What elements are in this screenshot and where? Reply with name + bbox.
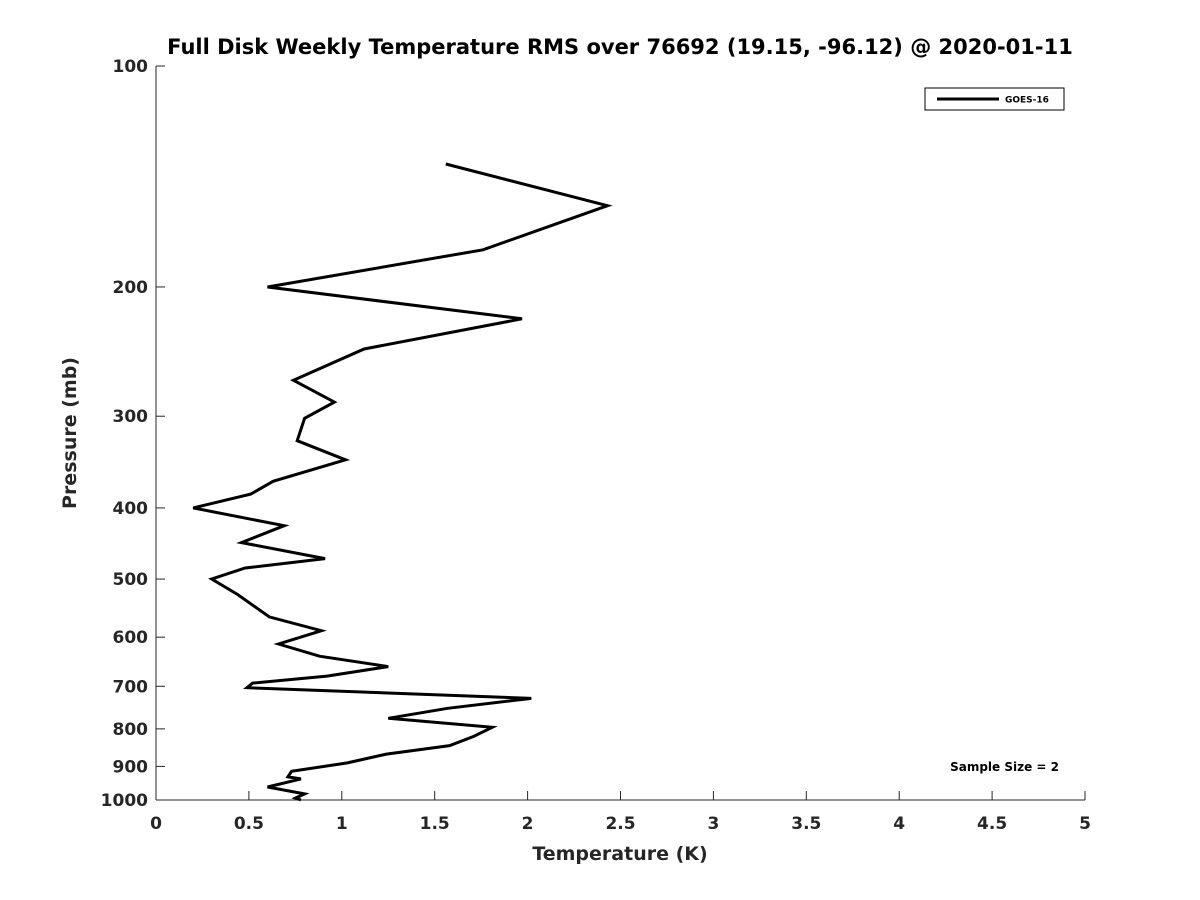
- y-tick-label: 600: [113, 628, 149, 648]
- x-tick-label: 3: [707, 814, 719, 834]
- x-tick-label: 2.5: [605, 814, 635, 834]
- y-tick-label: 800: [113, 720, 149, 740]
- y-tick-label: 300: [113, 407, 149, 427]
- chart-title: Full Disk Weekly Temperature RMS over 76…: [167, 35, 1073, 59]
- sample-size-annotation: Sample Size = 2: [950, 760, 1059, 774]
- y-tick-label: 900: [113, 757, 149, 777]
- x-tick-label: 1.5: [420, 814, 450, 834]
- y-tick-label: 200: [113, 278, 149, 298]
- x-tick-label: 3.5: [791, 814, 821, 834]
- x-tick-label: 1: [336, 814, 348, 834]
- y-tick-label: 700: [113, 677, 149, 697]
- y-axis-ticks: 100 200 300 400 500 600 700 800 900 1000: [101, 57, 165, 811]
- x-tick-label: 5: [1079, 814, 1091, 834]
- legend: GOES-16: [924, 87, 1065, 111]
- legend-entry-goes-16: GOES-16: [1005, 96, 1049, 106]
- x-tick-label: 4.5: [977, 814, 1007, 834]
- x-axis-label: Temperature (K): [532, 843, 707, 865]
- x-axis-ticks: 0 0.5 1 1.5 2 2.5 3 3.5 4 4.5 5: [150, 791, 1091, 834]
- y-tick-label: 400: [113, 499, 149, 519]
- x-tick-label: 0.5: [234, 814, 264, 834]
- series-line-goes-16: [192, 162, 613, 802]
- y-tick-label: 500: [113, 570, 149, 590]
- y-tick-label: 100: [113, 57, 149, 77]
- y-axis-label: Pressure (mb): [59, 357, 81, 509]
- x-tick-label: 2: [522, 814, 534, 834]
- series-layer: [192, 162, 613, 802]
- x-tick-label: 4: [893, 814, 905, 834]
- y-tick-label: 1000: [101, 791, 148, 811]
- x-tick-label: 0: [150, 814, 162, 834]
